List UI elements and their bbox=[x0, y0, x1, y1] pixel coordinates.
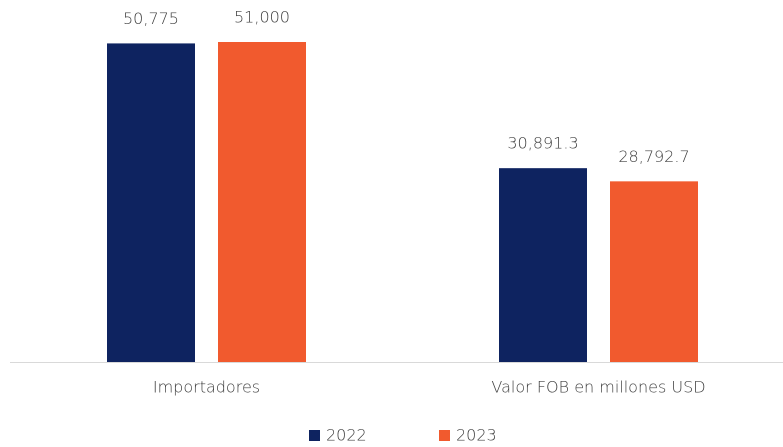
bar bbox=[610, 181, 698, 362]
legend-swatch bbox=[309, 430, 320, 441]
x-tick-label: Valor FOB en millones USD bbox=[491, 378, 705, 397]
value-label: 28,792.7 bbox=[618, 147, 689, 166]
legend-label: 2022 bbox=[326, 426, 367, 445]
bar bbox=[218, 42, 306, 362]
value-label: 51,000 bbox=[234, 8, 290, 27]
value-label: 30,891.3 bbox=[507, 134, 578, 153]
bar bbox=[499, 168, 587, 362]
value-label: 50,775 bbox=[123, 9, 179, 28]
legend-label: 2023 bbox=[456, 426, 497, 445]
legend-swatch bbox=[439, 430, 450, 441]
x-tick-label: Importadores bbox=[153, 378, 260, 397]
bar bbox=[107, 43, 195, 362]
